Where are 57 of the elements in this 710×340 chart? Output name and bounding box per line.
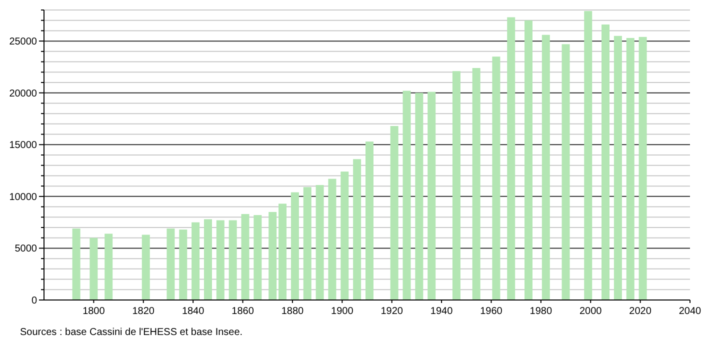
- x-tick-label: 1880: [281, 306, 304, 317]
- bar: [228, 220, 237, 300]
- bar: [204, 219, 212, 300]
- bar: [353, 159, 362, 300]
- bar: [216, 220, 224, 300]
- bar: [524, 20, 532, 300]
- source-note: Sources : base Cassini de l'EHESS et base Insee.: [20, 327, 243, 338]
- bar: [90, 238, 98, 300]
- bar: [428, 92, 436, 300]
- bar: [290, 192, 299, 300]
- y-tick-label: 10000: [9, 192, 38, 203]
- bar: [638, 36, 647, 300]
- x-tick-label: 2000: [579, 306, 602, 317]
- bar: [562, 44, 570, 300]
- bar: [614, 36, 622, 300]
- bar: [507, 17, 516, 300]
- bar: [390, 126, 398, 300]
- bar: [104, 234, 113, 300]
- y-tick-label: 20000: [9, 88, 38, 100]
- x-tick-label: 1960: [480, 306, 503, 317]
- bar: [268, 212, 277, 300]
- bar: [492, 56, 500, 300]
- x-tick-label: 2040: [678, 306, 702, 317]
- bar: [402, 90, 411, 300]
- bar: [365, 142, 374, 300]
- x-tick-label: 1900: [331, 306, 354, 317]
- bar: [626, 38, 634, 300]
- bar: [316, 185, 324, 300]
- x-tick-label: 1800: [82, 306, 106, 317]
- x-tick-label: 2020: [629, 306, 652, 317]
- bar: [452, 71, 460, 300]
- x-tick-label: 1980: [530, 306, 552, 317]
- bar: [602, 24, 610, 300]
- x-tick-label: 1820: [132, 306, 155, 317]
- bar: [179, 230, 188, 300]
- y-tick-label: 5000: [14, 244, 38, 255]
- bar: [278, 204, 287, 300]
- bar: [72, 228, 80, 300]
- bar: [303, 187, 312, 300]
- x-tick-label: 1840: [182, 306, 205, 317]
- bar: [241, 214, 250, 300]
- y-tick-label: 25000: [9, 36, 38, 48]
- x-tick-label: 1940: [430, 306, 454, 317]
- bar: [328, 178, 336, 300]
- y-tick-label: 15000: [9, 140, 38, 152]
- y-tick-label: 0: [31, 296, 38, 306]
- bar: [584, 11, 592, 300]
- bar: [254, 215, 262, 300]
- bar: [142, 234, 150, 300]
- bar: [415, 92, 424, 300]
- x-tick-label: 1860: [232, 306, 254, 317]
- x-tick-label: 1920: [380, 306, 404, 317]
- bar: [542, 34, 550, 300]
- bar: [192, 222, 200, 300]
- bar: [340, 172, 349, 300]
- bar: [166, 228, 175, 300]
- bar: [472, 68, 480, 300]
